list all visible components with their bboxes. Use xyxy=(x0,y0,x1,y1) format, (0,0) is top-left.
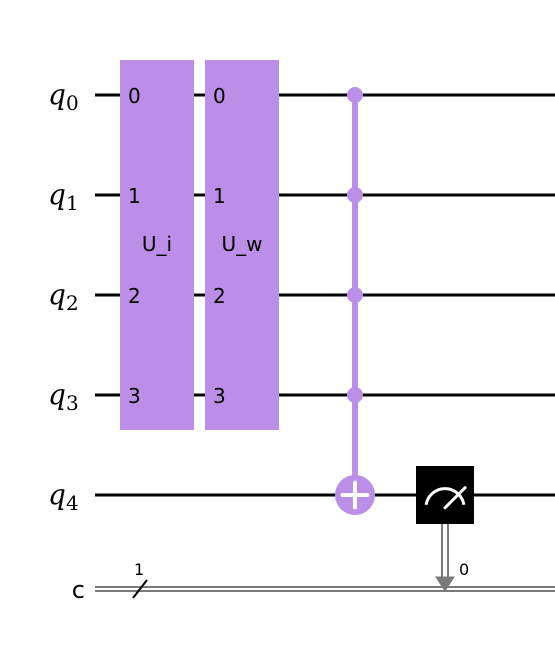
quantum-circuit-diagram: 1q0q1q2q3q4c0123U_i0123U_w0 xyxy=(0,0,555,648)
gate-port-u_w-2: 2 xyxy=(213,284,226,308)
gate-label-u_i: U_i xyxy=(142,232,172,256)
gate-port-u_i-1: 1 xyxy=(128,184,141,208)
measure-box xyxy=(416,466,474,524)
measure-cbit-label: 0 xyxy=(459,560,469,579)
gate-port-u_i-2: 2 xyxy=(128,284,141,308)
mcx-control-dot-1 xyxy=(347,187,363,203)
mcx-control-dot-0 xyxy=(347,87,363,103)
gate-port-u_i-0: 0 xyxy=(128,84,141,108)
creg-label: c xyxy=(72,576,85,604)
gate-port-u_i-3: 3 xyxy=(128,384,141,408)
gate-label-u_w: U_w xyxy=(222,232,263,256)
mcx-control-dot-2 xyxy=(347,287,363,303)
mcx-control-dot-3 xyxy=(347,387,363,403)
gate-port-u_w-1: 1 xyxy=(213,184,226,208)
creg-size-label: 1 xyxy=(134,560,144,579)
gate-port-u_w-0: 0 xyxy=(213,84,226,108)
gate-port-u_w-3: 3 xyxy=(213,384,226,408)
